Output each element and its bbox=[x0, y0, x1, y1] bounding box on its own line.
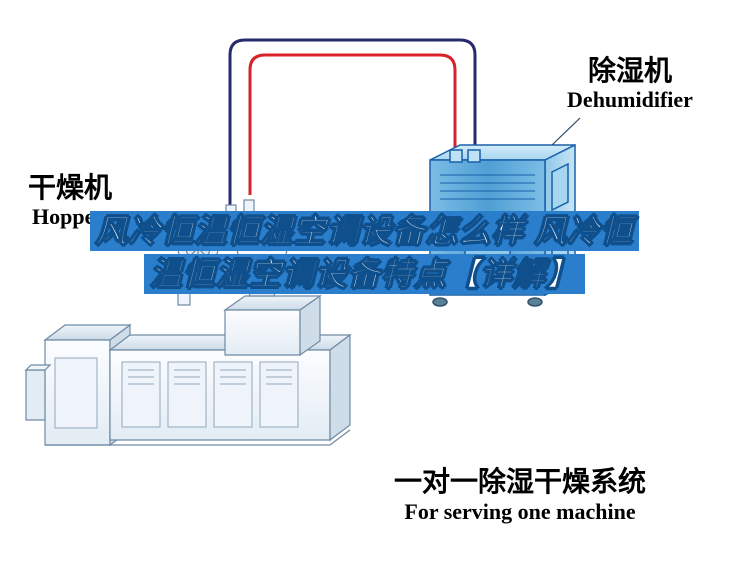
dehumidifier-label-cn: 除湿机 bbox=[530, 55, 729, 87]
overlay-headline-text: 风冷恒温恒湿空调设备怎么样 风冷恒温恒湿空调设备特点【详解】 bbox=[90, 211, 640, 294]
dehumidifier-wheel bbox=[433, 298, 447, 306]
dehumidifier-label-en: Dehumidifier bbox=[530, 87, 729, 112]
dehumidifier-wheel bbox=[528, 298, 542, 306]
diagram-stage: { "canvas": { "width": 729, "height": 56… bbox=[0, 0, 729, 561]
dehumidifier-lead-line bbox=[552, 118, 580, 145]
system-title-en: For serving one machine bbox=[330, 499, 710, 525]
hopper-label-cn: 干燥机 bbox=[28, 172, 158, 204]
overlay-headline: 风冷恒温恒湿空调设备怎么样 风冷恒温恒湿空调设备特点【详解】 bbox=[85, 210, 645, 296]
dehumidifier-label: 除湿机 Dehumidifier bbox=[530, 55, 729, 112]
system-title: 一对一除湿干燥系统 For serving one machine bbox=[330, 465, 710, 525]
system-title-cn: 一对一除湿干燥系统 bbox=[330, 465, 710, 499]
pipe-red bbox=[250, 55, 455, 195]
